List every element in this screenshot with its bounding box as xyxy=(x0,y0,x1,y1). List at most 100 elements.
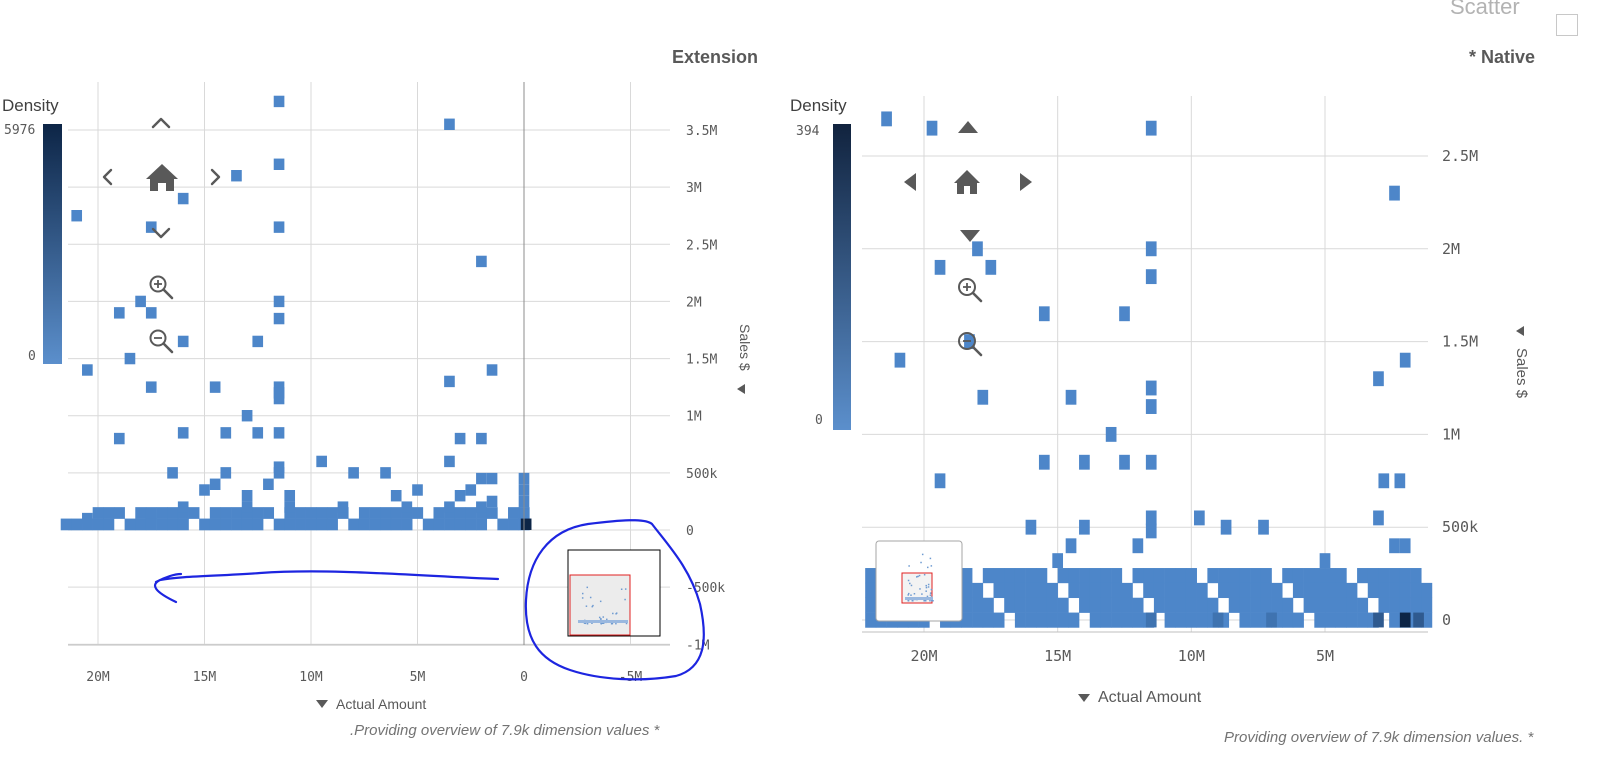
minimap-dot xyxy=(606,618,608,621)
annotation-drawing xyxy=(154,519,705,681)
heat-cell xyxy=(1089,568,1101,584)
heat-cell xyxy=(1303,568,1315,584)
right-minimap[interactable] xyxy=(875,540,963,622)
heat-cell xyxy=(1378,568,1390,584)
heat-cell xyxy=(209,518,221,531)
heat-cell xyxy=(92,507,104,519)
heat-cell xyxy=(1367,568,1379,584)
heat-cell xyxy=(1271,582,1283,599)
heat-cell xyxy=(1111,612,1123,628)
zoom-out-icon[interactable] xyxy=(958,332,983,357)
heat-cell xyxy=(993,582,1005,599)
x-tick-label: 5M xyxy=(1316,647,1334,665)
minimap-dot xyxy=(589,596,592,599)
heat-cell xyxy=(1185,612,1197,628)
triangle-down-icon[interactable] xyxy=(960,230,980,242)
heat-cell xyxy=(1239,597,1251,613)
sort-arrow-icon[interactable] xyxy=(737,384,745,394)
heat-cell xyxy=(220,507,232,519)
heat-cell xyxy=(113,432,125,445)
heat-cell xyxy=(1175,568,1187,584)
heat-cell xyxy=(1038,306,1050,322)
heat-cell xyxy=(1260,568,1272,584)
minimap-dot xyxy=(925,597,927,600)
heat-cell xyxy=(1399,538,1411,554)
minimap-dot xyxy=(599,618,602,620)
zoom-in-icon[interactable] xyxy=(958,278,983,303)
minimap-dot xyxy=(916,576,918,578)
heat-cell xyxy=(380,467,391,479)
heat-cell xyxy=(1153,568,1165,584)
heat-cell xyxy=(982,612,994,628)
heat-cell xyxy=(252,518,264,531)
right-nav-controls xyxy=(904,121,1032,357)
left-footnote: .Providing overview of 7.9k dimension va… xyxy=(350,722,660,739)
heat-cell xyxy=(326,507,338,519)
heat-cell xyxy=(465,484,477,496)
heat-cell xyxy=(348,467,359,479)
heat-cell xyxy=(972,241,983,257)
minimap-dot xyxy=(618,620,620,623)
heat-cell xyxy=(1194,510,1205,526)
left-minimap[interactable] xyxy=(567,549,661,637)
heat-cell xyxy=(972,582,984,599)
heat-cell xyxy=(145,221,157,233)
heat-cell xyxy=(1121,612,1133,628)
chevron-up-icon[interactable] xyxy=(151,117,171,129)
chevron-left-icon[interactable] xyxy=(102,168,113,186)
heat-cell xyxy=(865,612,877,628)
sort-arrow-icon[interactable] xyxy=(1078,694,1090,702)
heat-cell xyxy=(961,597,973,613)
heat-cell xyxy=(1145,454,1157,470)
x-tick-label: 10M xyxy=(299,670,323,685)
y-tick-label: 2.5M xyxy=(686,238,717,253)
heat-cell xyxy=(486,507,498,519)
triangle-right-icon[interactable] xyxy=(1020,173,1032,191)
minimap-dot xyxy=(924,600,927,602)
minimap-dot xyxy=(911,599,914,602)
heat-cell xyxy=(1121,597,1133,613)
heat-cell xyxy=(380,507,392,519)
sort-arrow-icon[interactable] xyxy=(316,700,328,708)
heat-cell xyxy=(316,518,328,531)
zoom-out-icon[interactable] xyxy=(149,329,174,354)
minimap-dot xyxy=(908,565,910,567)
right-density-scale xyxy=(833,124,851,430)
heat-cell xyxy=(241,490,253,502)
heat-cell xyxy=(1079,582,1091,599)
heat-cell xyxy=(1239,582,1251,599)
heat-cell xyxy=(348,518,360,531)
heat-cell xyxy=(1175,597,1187,613)
heat-cell xyxy=(358,518,370,531)
heat-cell xyxy=(972,597,984,613)
minimap-dot xyxy=(598,620,600,623)
heat-cell xyxy=(273,221,285,233)
minimap-dot xyxy=(911,597,913,600)
heat-cell xyxy=(241,410,253,422)
right-density-max: 394 xyxy=(796,124,820,139)
minimap-dot xyxy=(931,597,933,600)
chevron-right-icon[interactable] xyxy=(210,168,221,186)
heat-cell xyxy=(273,392,285,405)
heat-cell xyxy=(1004,582,1016,599)
heat-cell xyxy=(1164,612,1176,628)
heat-cell xyxy=(1100,597,1112,613)
zoom-in-icon[interactable] xyxy=(149,275,174,300)
home-icon[interactable] xyxy=(146,164,178,191)
triangle-left-icon[interactable] xyxy=(904,173,916,191)
partial-control[interactable] xyxy=(1556,14,1578,36)
heat-cell xyxy=(1068,612,1080,628)
chevron-down-icon[interactable] xyxy=(151,227,171,239)
heat-cell xyxy=(1282,612,1294,628)
heat-cell xyxy=(401,518,413,531)
heat-cell xyxy=(273,381,285,393)
triangle-up-icon[interactable] xyxy=(958,121,978,133)
sort-arrow-icon[interactable] xyxy=(1516,326,1524,336)
heat-cell xyxy=(1250,597,1262,613)
right-chart-title: * Native xyxy=(1469,47,1536,67)
minimap-dot xyxy=(925,584,927,587)
minimap-dot xyxy=(624,620,626,623)
home-icon[interactable] xyxy=(954,170,980,194)
heat-cell xyxy=(982,597,994,613)
